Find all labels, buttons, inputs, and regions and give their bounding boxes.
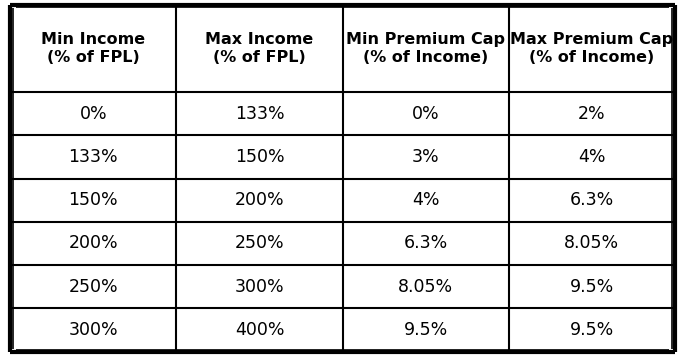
Text: 3%: 3% — [412, 148, 439, 166]
Bar — [342, 178, 508, 222]
Bar — [342, 135, 508, 178]
Bar — [508, 178, 675, 222]
Text: 133%: 133% — [68, 148, 118, 166]
Bar — [342, 222, 508, 265]
Text: 2%: 2% — [578, 105, 606, 122]
Text: 9.5%: 9.5% — [403, 321, 448, 339]
Bar — [508, 92, 675, 135]
Bar — [508, 222, 675, 265]
Text: 4%: 4% — [412, 191, 439, 209]
Text: 0%: 0% — [79, 105, 107, 122]
Bar — [10, 265, 176, 308]
Text: 0%: 0% — [412, 105, 439, 122]
Bar — [508, 135, 675, 178]
Bar — [342, 308, 508, 352]
Text: 250%: 250% — [235, 235, 284, 252]
Bar — [177, 135, 342, 178]
Bar — [177, 5, 342, 92]
Text: 9.5%: 9.5% — [569, 321, 614, 339]
Bar — [177, 222, 342, 265]
Bar — [10, 222, 176, 265]
Bar — [177, 265, 342, 308]
Text: Max Premium Cap
(% of Income): Max Premium Cap (% of Income) — [510, 32, 673, 65]
Text: 6.3%: 6.3% — [569, 191, 614, 209]
Text: 300%: 300% — [235, 278, 284, 296]
Text: Min Premium Cap
(% of Income): Min Premium Cap (% of Income) — [346, 32, 505, 65]
Text: Max Income
(% of FPL): Max Income (% of FPL) — [206, 32, 314, 65]
Bar — [508, 5, 675, 92]
Bar — [508, 265, 675, 308]
Text: 8.05%: 8.05% — [564, 235, 619, 252]
Text: 4%: 4% — [578, 148, 606, 166]
Text: 200%: 200% — [235, 191, 284, 209]
Bar — [10, 178, 176, 222]
Bar — [342, 265, 508, 308]
Text: 250%: 250% — [68, 278, 118, 296]
Text: 150%: 150% — [235, 148, 284, 166]
Bar — [10, 308, 176, 352]
Text: 8.05%: 8.05% — [398, 278, 453, 296]
Text: 200%: 200% — [68, 235, 118, 252]
Text: 150%: 150% — [68, 191, 118, 209]
Bar — [508, 308, 675, 352]
Text: 133%: 133% — [235, 105, 284, 122]
Bar — [177, 178, 342, 222]
Text: 9.5%: 9.5% — [569, 278, 614, 296]
Bar — [177, 92, 342, 135]
Text: 400%: 400% — [235, 321, 284, 339]
Text: 6.3%: 6.3% — [403, 235, 448, 252]
Bar — [342, 92, 508, 135]
Bar — [342, 5, 508, 92]
Text: Min Income
(% of FPL): Min Income (% of FPL) — [41, 32, 145, 65]
Bar — [10, 135, 176, 178]
Bar — [177, 308, 342, 352]
Bar — [10, 92, 176, 135]
Text: 300%: 300% — [68, 321, 118, 339]
Bar — [10, 5, 176, 92]
